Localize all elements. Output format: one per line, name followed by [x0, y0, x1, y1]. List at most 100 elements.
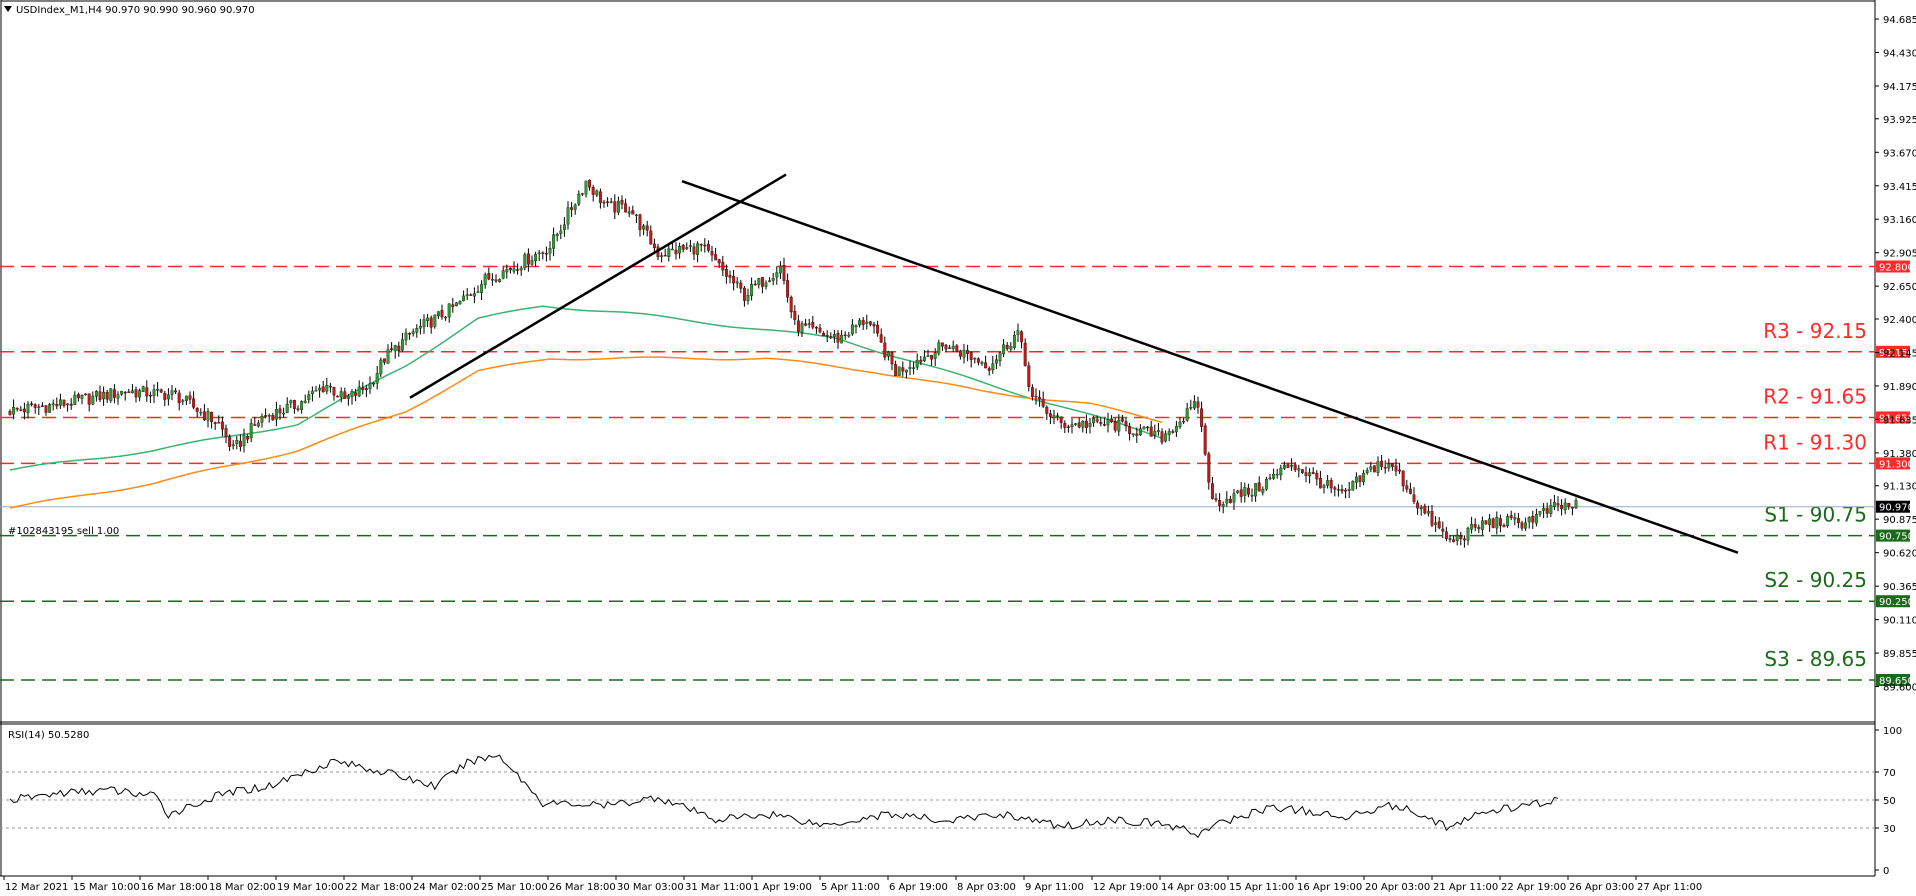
candle-body	[87, 393, 91, 405]
candle-body	[735, 281, 739, 284]
x-tick-label: 26 Mar 18:00	[549, 882, 616, 893]
resistance-2-label: R3 - 92.15	[1763, 319, 1867, 343]
candle-body	[1419, 506, 1423, 510]
candle-body	[1390, 463, 1394, 467]
candle-body	[1520, 522, 1524, 529]
candle-body	[584, 180, 588, 195]
candle-body	[469, 294, 473, 296]
candle-body	[1545, 508, 1549, 514]
candle-body	[1387, 463, 1391, 469]
candle-body	[537, 252, 541, 255]
candle-body	[1243, 487, 1247, 497]
candle-body	[811, 322, 815, 328]
candle-body	[1300, 469, 1304, 473]
candle-body	[775, 272, 779, 278]
candle-body	[1380, 460, 1384, 467]
candle-body	[94, 391, 98, 397]
candle-body	[152, 389, 156, 397]
candle-body	[1362, 472, 1366, 483]
candle-body	[1376, 461, 1380, 473]
y-tick-label: 90.875	[1883, 515, 1916, 526]
candle-body	[699, 243, 703, 246]
candle-body	[1437, 521, 1441, 529]
candle-body	[703, 244, 707, 247]
candle-body	[1369, 466, 1373, 470]
candle-body	[1574, 500, 1578, 509]
y-tick-label: 91.635	[1883, 415, 1916, 426]
candle-body	[667, 248, 671, 257]
uptrend-trendline	[409, 173, 787, 399]
support-1-tag	[1876, 529, 1910, 542]
candle-body	[807, 323, 811, 325]
candle-body	[116, 394, 120, 399]
rsi-line	[9, 754, 1559, 838]
rsi-tick-label: 30	[1883, 824, 1896, 835]
candle-body	[397, 345, 401, 352]
candle-body	[321, 386, 325, 393]
candle-body	[285, 403, 289, 413]
y-tick-label: 93.925	[1883, 115, 1916, 126]
candle-body	[548, 248, 552, 254]
candle-body	[253, 424, 257, 426]
candle-body	[462, 295, 466, 301]
ma-orange-line	[9, 356, 1163, 509]
candle-body	[789, 297, 793, 313]
candle-body	[1074, 423, 1078, 425]
candle-body	[379, 359, 383, 375]
candle-body	[1556, 503, 1560, 506]
candle-body	[1275, 473, 1279, 476]
candle-body	[393, 344, 397, 352]
candle-body	[1484, 520, 1488, 525]
candle-body	[30, 403, 34, 405]
candle-body	[1218, 500, 1222, 506]
candle-body	[1347, 489, 1351, 491]
candle-body	[922, 356, 926, 362]
candle-body	[760, 277, 764, 287]
candle-body	[472, 293, 476, 297]
x-tick-label: 25 Mar 10:00	[481, 882, 548, 893]
candle-body	[1394, 465, 1398, 472]
rsi-tick-label: 50	[1883, 796, 1896, 807]
candle-body	[876, 324, 880, 334]
menu-triangle-icon[interactable]	[4, 6, 12, 12]
candle-body	[559, 230, 563, 234]
candle-body	[15, 407, 19, 410]
candle-body	[778, 265, 782, 274]
candle-body	[249, 423, 253, 439]
y-tick-label: 94.685	[1883, 15, 1916, 26]
candle-body	[757, 278, 761, 285]
candle-body	[1430, 511, 1434, 526]
candle-body	[750, 284, 754, 296]
candle-body	[264, 415, 268, 417]
candle-body	[588, 179, 592, 188]
x-tick-label: 12 Mar 2021	[5, 882, 68, 893]
candle-body	[1200, 408, 1204, 427]
candle-body	[411, 331, 415, 334]
candle-body	[786, 280, 790, 298]
x-tick-label: 9 Apr 11:00	[1025, 882, 1084, 893]
candle-body	[1189, 407, 1193, 409]
support-3-tag-text: 89.650	[1879, 676, 1914, 687]
candle-body	[454, 302, 458, 306]
support-2-tag	[1876, 595, 1910, 608]
candle-body	[48, 404, 52, 413]
candle-body	[76, 394, 80, 399]
candle-body	[375, 373, 379, 384]
y-tick-label: 89.855	[1883, 649, 1916, 660]
candle-body	[573, 204, 577, 210]
candle-body	[145, 387, 149, 397]
candle-body	[26, 404, 30, 413]
trendlines[interactable]	[409, 173, 1739, 554]
candle-body	[1304, 472, 1308, 476]
support-2-tag-text: 90.250	[1879, 597, 1914, 608]
candle-body	[1164, 433, 1168, 442]
candle-body	[1549, 505, 1553, 514]
candle-body	[1027, 365, 1031, 387]
candle-body	[944, 344, 948, 350]
candle-body	[1174, 426, 1178, 433]
candle-body	[631, 210, 635, 215]
x-tick-label: 31 Mar 11:00	[685, 882, 752, 893]
candle-body	[800, 323, 804, 333]
candle-body	[829, 336, 833, 338]
